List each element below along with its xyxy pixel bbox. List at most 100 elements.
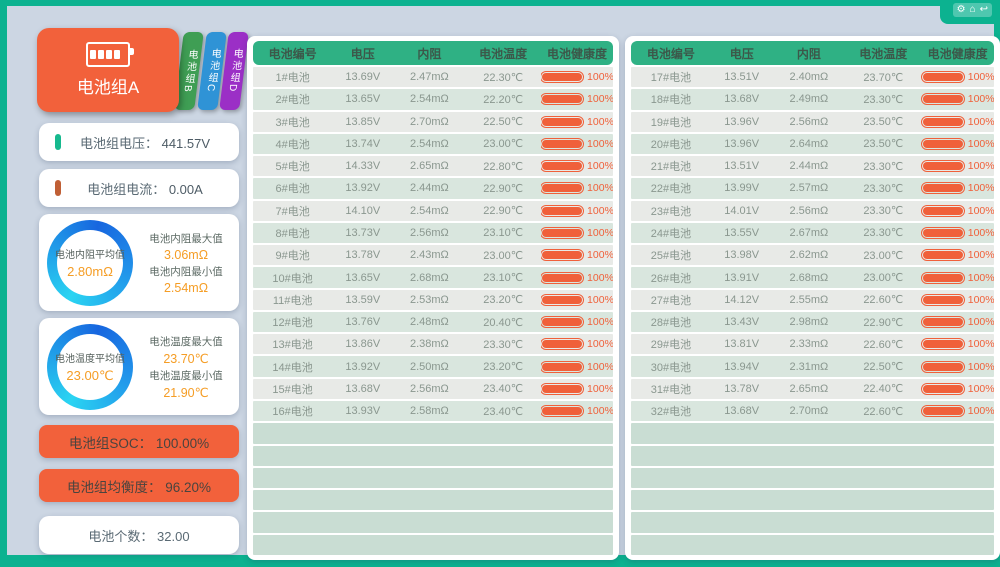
temperature-value: 23.50℃: [863, 138, 904, 151]
resistance-value: 2.58mΩ: [409, 405, 449, 418]
temperature-value: 22.50℃: [483, 116, 524, 129]
empty-table-row: [631, 467, 994, 489]
health-value: 100%: [921, 338, 994, 351]
battery-id: 5#电池: [275, 161, 310, 174]
health-percent: 100%: [587, 93, 613, 106]
health-bar: [540, 182, 585, 195]
empty-table-row: [631, 534, 994, 555]
temperature-value: 22.80℃: [483, 160, 524, 173]
empty-table-row: [253, 490, 613, 511]
health-value: 100%: [921, 405, 994, 418]
temperature-value: 23.30℃: [863, 93, 904, 106]
voltage-value: 13.65V: [345, 93, 381, 106]
battery-id: 31#电池: [650, 383, 692, 396]
table-row: 19#电池 13.96V 2.56mΩ 23.50℃ 100%: [631, 111, 994, 132]
table-row: 12#电池 13.76V 2.48mΩ 20.40℃ 100%: [253, 311, 613, 333]
table-row: 7#电池 14.10V 2.54mΩ 22.90℃ 100%: [253, 200, 613, 221]
battery-id: 29#电池: [650, 339, 692, 352]
temperature-value: 22.60℃: [863, 338, 904, 351]
resistance-value: 2.44mΩ: [409, 182, 449, 195]
health-bar: [921, 71, 965, 84]
resistance-value: 2.54mΩ: [409, 204, 449, 217]
health-bar: [921, 137, 965, 150]
health-value: 100%: [540, 249, 613, 262]
battery-id: 26#电池: [650, 272, 692, 285]
temperature-gauge-card: 电池温度平均值 23.00℃ 电池温度最大值 23.70℃ 电池温度最小值 21…: [39, 318, 239, 415]
health-value: 100%: [540, 182, 613, 195]
health-percent: 100%: [587, 137, 613, 150]
resistance-value: 2.65mΩ: [789, 382, 829, 395]
tab-battery-group-a-active[interactable]: 电池组A: [37, 28, 179, 112]
health-value: 100%: [540, 137, 613, 150]
voltage-value: 13.98V: [724, 249, 760, 262]
voltage-value: 14.12V: [724, 293, 760, 306]
battery-id: 2#电池: [275, 94, 310, 107]
health-bar: [540, 226, 585, 239]
health-bar: [921, 249, 965, 262]
health-value: 100%: [540, 338, 613, 351]
resistance-value: 2.40mΩ: [789, 71, 829, 84]
health-value: 100%: [921, 293, 994, 306]
health-percent: 100%: [587, 316, 613, 329]
temperature-value: 23.30℃: [863, 160, 904, 173]
health-percent: 100%: [967, 382, 994, 395]
health-value: 100%: [540, 93, 613, 106]
health-bar: [921, 405, 965, 418]
voltage-value: 13.65V: [345, 271, 381, 284]
voltage-value: 13.99V: [724, 182, 760, 195]
group-soc-text: 电池组SOC： 100.00%: [68, 435, 210, 451]
battery-id: 10#电池: [272, 272, 313, 285]
battery-id: 28#电池: [650, 317, 692, 330]
resistance-value: 2.68mΩ: [789, 271, 829, 284]
health-bar: [921, 226, 965, 239]
temperature-value: 22.90℃: [863, 316, 904, 329]
home-icon[interactable]: ⌂: [969, 4, 976, 15]
window-corner-tab: ⚙ ⌂ ↩: [940, 0, 1000, 24]
health-value: 100%: [921, 204, 994, 217]
resistance-value: 2.56mΩ: [409, 382, 449, 395]
empty-table-row: [253, 423, 613, 444]
resistance-value: 2.33mΩ: [789, 338, 829, 351]
battery-id: 7#电池: [275, 205, 310, 218]
group-balance-card: 电池组均衡度： 96.20%: [39, 469, 239, 502]
resistance-value: 2.53mΩ: [409, 293, 449, 306]
health-value: 100%: [921, 382, 994, 395]
voltage-value: 13.55V: [724, 226, 760, 239]
empty-table-row: [253, 467, 613, 489]
dashboard-background: 电池组B 电池组C 电池组D 电池组A 电池组电压： 441.57V 电池组电流…: [7, 6, 1000, 560]
table-row: 25#电池 13.98V 2.62mΩ 23.00℃ 100%: [631, 245, 994, 266]
window-icons: ⚙ ⌂ ↩: [952, 3, 992, 17]
back-icon[interactable]: ↩: [979, 4, 988, 15]
health-value: 100%: [540, 360, 613, 373]
voltage-pill-icon: [55, 134, 61, 150]
empty-table-row: [253, 512, 613, 533]
voltage-value: 13.78V: [345, 249, 381, 262]
resistance-max-label: 电池内阻最大值: [149, 232, 223, 245]
temperature-avg-label: 电池温度平均值: [55, 353, 125, 365]
voltage-value: 13.69V: [345, 71, 381, 84]
battery-id: 1#电池: [275, 72, 310, 85]
table-header-row: 电池编号 电压 内阻 电池温度 电池健康度: [631, 41, 994, 65]
current-pill-icon: [55, 180, 61, 196]
health-bar: [921, 182, 965, 195]
battery-id: 22#电池: [650, 183, 692, 196]
resistance-value: 2.56mΩ: [789, 115, 829, 128]
voltage-value: 13.85V: [345, 115, 381, 128]
health-percent: 100%: [587, 226, 613, 239]
table-row: 8#电池 13.73V 2.56mΩ 23.10℃ 100%: [253, 222, 613, 244]
table-row: 2#电池 13.65V 2.54mΩ 22.20℃ 100%: [253, 89, 613, 110]
temperature-value: 23.30℃: [863, 205, 904, 218]
gear-icon[interactable]: ⚙: [956, 4, 966, 15]
temperature-value: 23.50℃: [863, 116, 904, 129]
health-bar: [540, 137, 585, 150]
health-bar: [540, 115, 585, 128]
resistance-value: 2.65mΩ: [409, 160, 449, 173]
health-percent: 100%: [967, 71, 994, 84]
resistance-value: 2.62mΩ: [789, 249, 829, 262]
table-row: 16#电池 13.93V 2.58mΩ 23.40℃ 100%: [253, 400, 613, 422]
health-percent: 100%: [587, 204, 613, 217]
table-row: 21#电池 13.51V 2.44mΩ 23.30℃ 100%: [631, 156, 994, 177]
health-bar: [921, 115, 965, 128]
health-percent: 100%: [967, 160, 994, 173]
health-percent: 100%: [967, 137, 994, 150]
